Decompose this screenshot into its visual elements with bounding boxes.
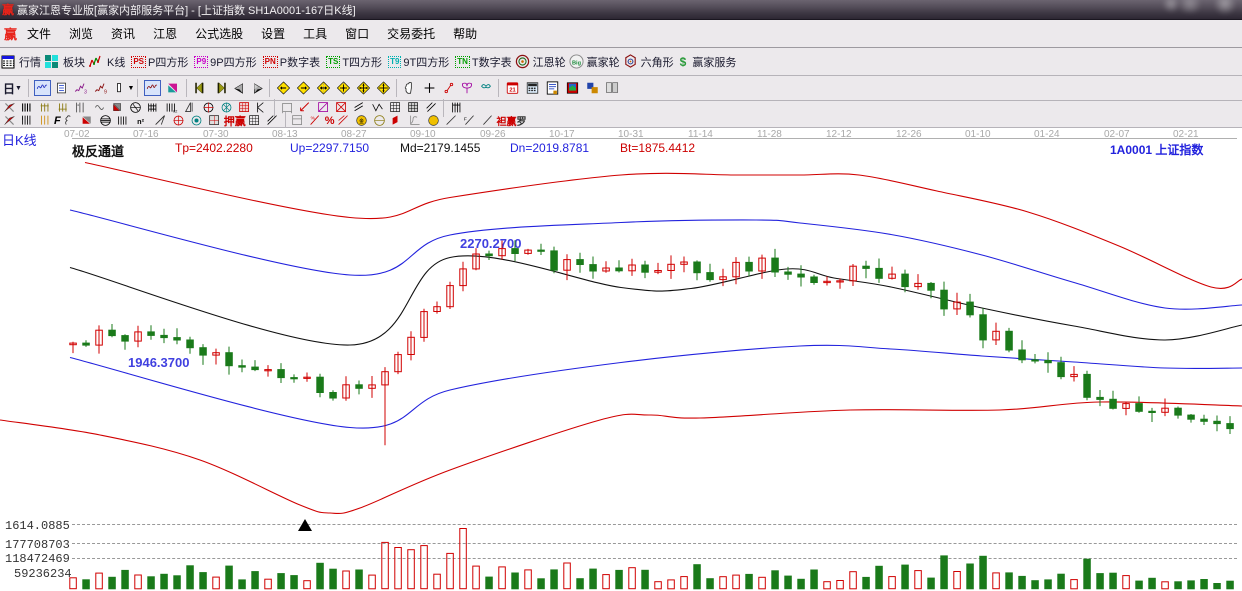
svg-text:F: F [464, 117, 467, 123]
svg-text:9: 9 [104, 89, 107, 95]
svg-text:n2: n2 [172, 108, 177, 113]
svg-text:3: 3 [84, 89, 87, 95]
svg-text:%: % [311, 116, 316, 122]
svg-text:n²: n² [137, 117, 144, 126]
svg-text:Big: Big [572, 60, 582, 66]
svg-text:|: | [21, 115, 22, 120]
svg-text:21: 21 [509, 88, 515, 94]
